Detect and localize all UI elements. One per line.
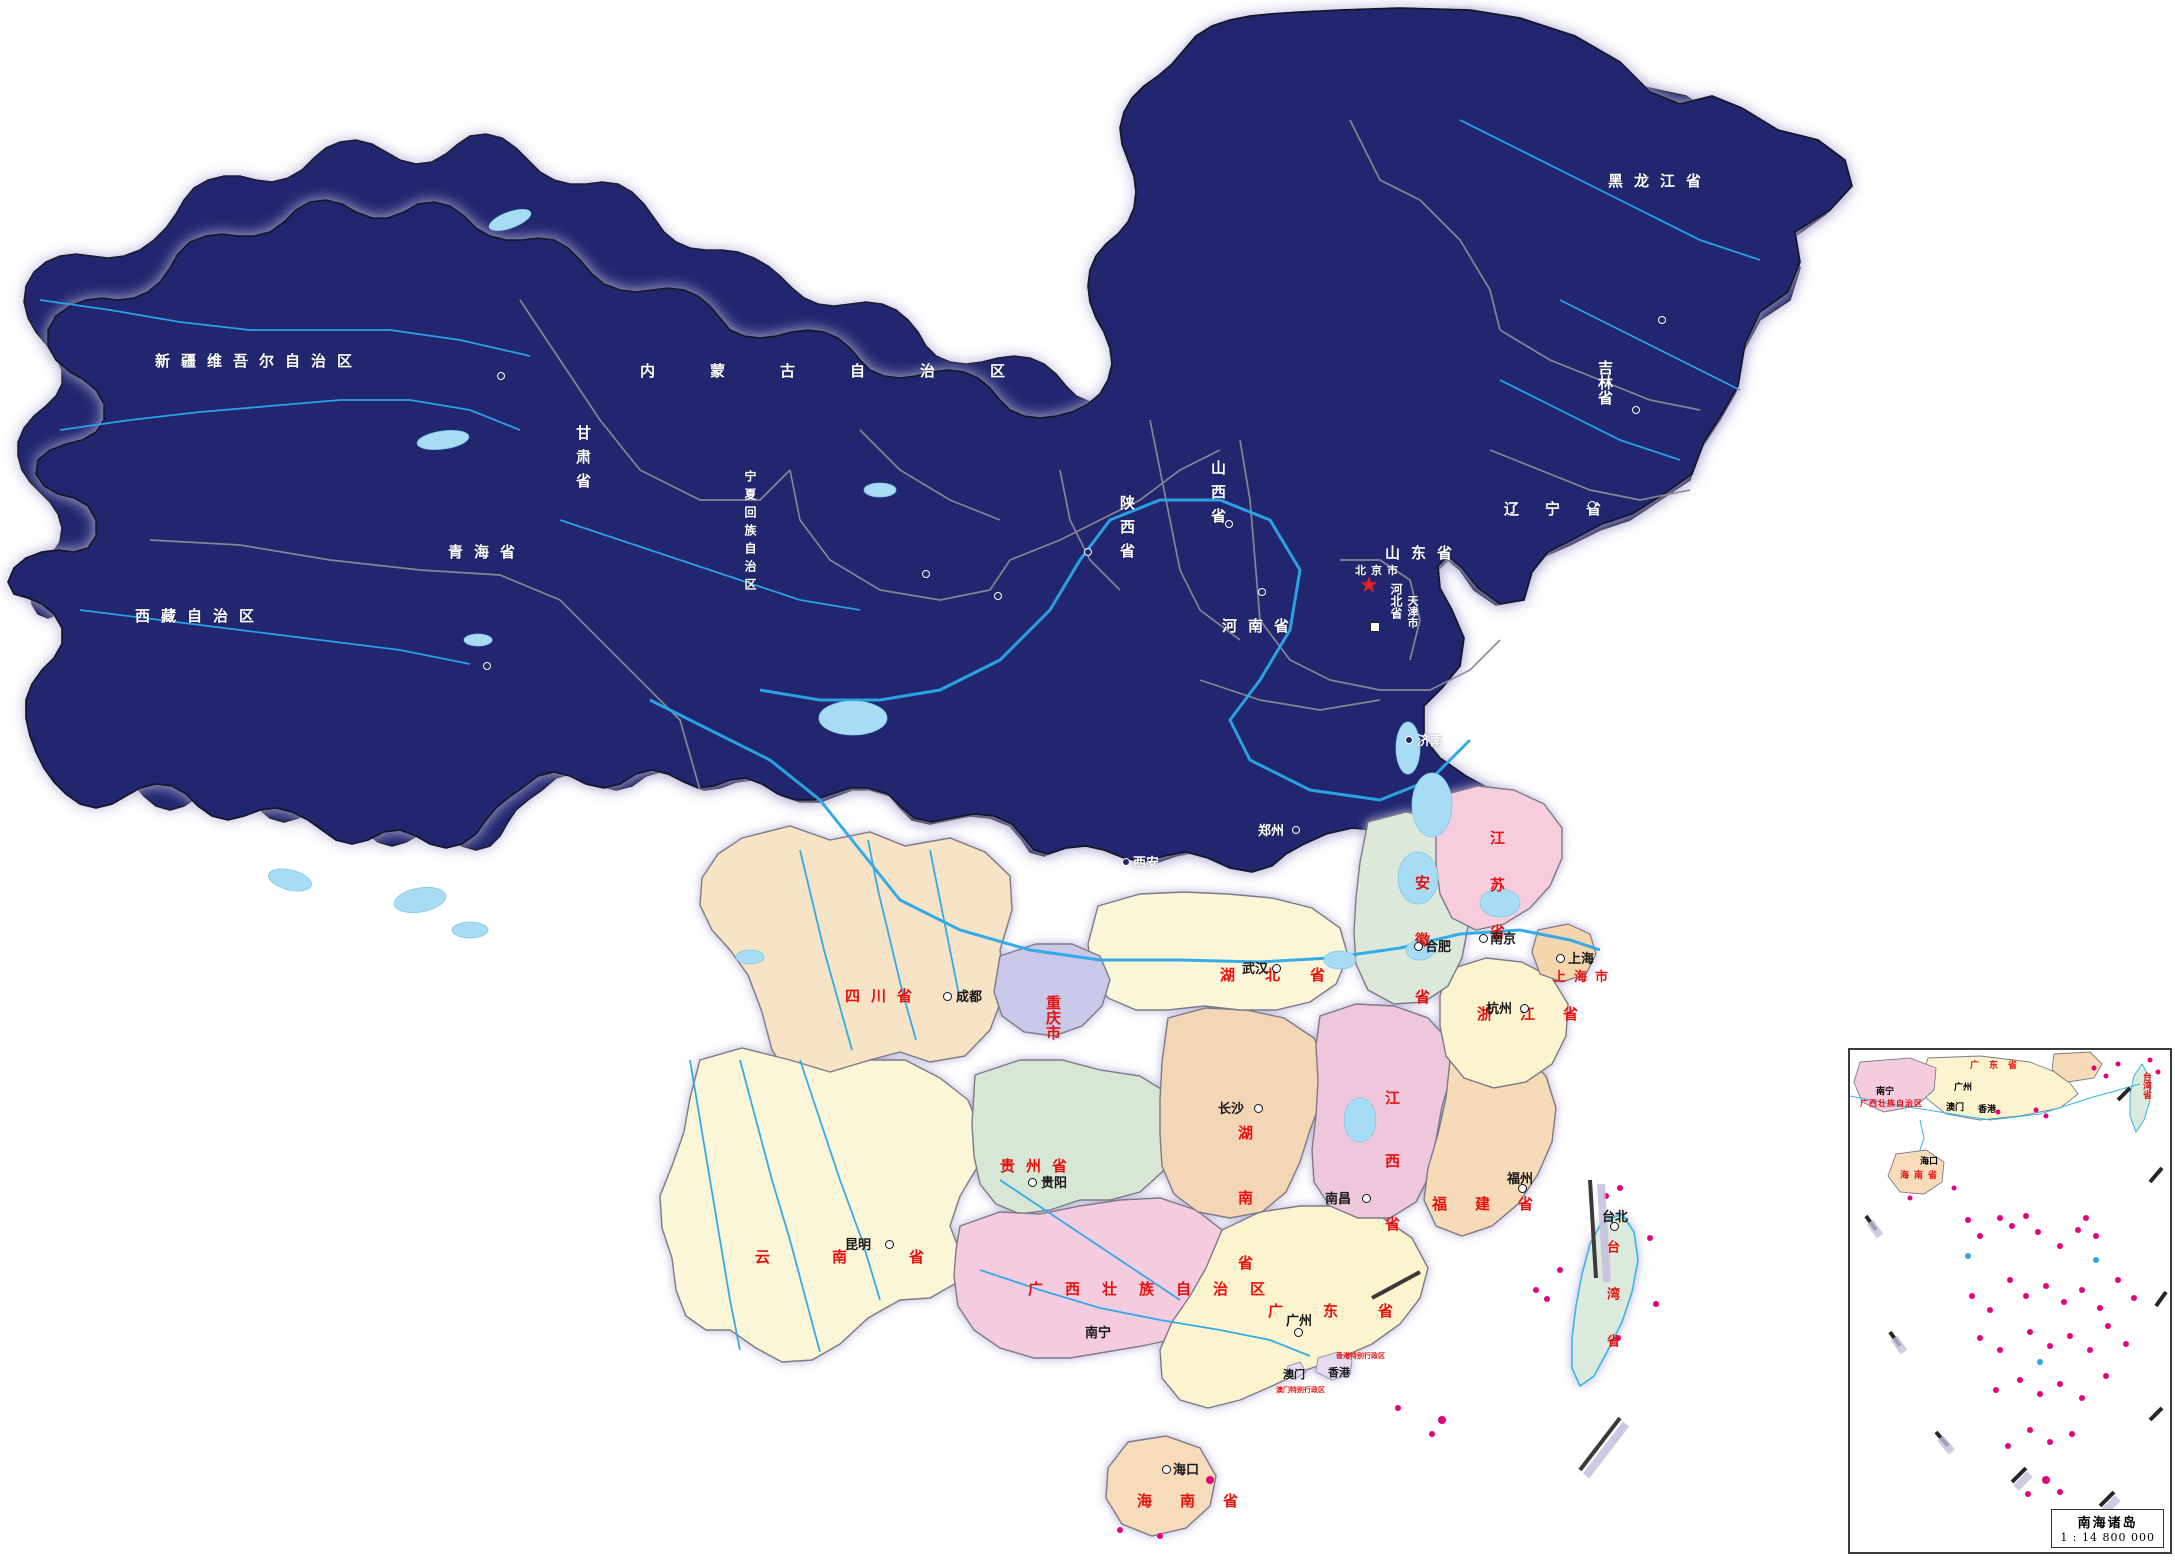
inset-scale-value: 1 : 14 800 000 [2060,1531,2155,1544]
inset-coast-lines [1850,1083,2141,1151]
city-dot-xining [922,570,930,578]
city-dot-zhengzhou [1292,826,1300,834]
inset-dash-shadow [1866,1219,2121,1515]
inset-svg [1850,1051,2168,1515]
china-mainland-dark [7,7,1853,873]
inset-scale-box: 南海诸岛 1 : 14 800 000 [2051,1509,2164,1548]
city-dot-guiyang [1028,1178,1037,1187]
inset-guangxi [1853,1057,1937,1113]
city-dot-yinchuan [1084,548,1092,556]
province-hubei [1087,891,1349,1011]
city-dot-hangzhou [1520,1004,1529,1013]
inset-islands [1907,1057,2161,1497]
city-square-shijiazhuang [1370,622,1380,632]
city-dot-xian [1122,858,1130,866]
city-dot-huhehaote [1225,520,1233,528]
city-dot-changsha [1254,1104,1263,1113]
light-provinces-group [659,785,1639,1537]
city-dot-haerbin [1658,316,1666,324]
rivers [39,119,1761,1357]
city-dot-fuzhou [1518,1184,1527,1193]
inset-fujian [2051,1051,2103,1083]
city-dot-jinan [1405,736,1413,744]
province-jiangxi [1311,1003,1453,1219]
inset-dash-lines [1864,1086,2168,1508]
city-dot-guangzhou [1294,1328,1303,1337]
province-taiwan [1571,1213,1639,1388]
province-zhejiang [1439,957,1569,1089]
maritime-dashes-shadow [1582,1183,1630,1479]
city-dot-hefei [1414,942,1423,951]
city-dot-lhasa [483,662,491,670]
city-dot-taipei [1610,1222,1619,1231]
coastline-islands [1117,1185,1659,1539]
city-dot-shenyang [1588,501,1596,509]
province-hainan [1105,1435,1217,1537]
province-chongqing [993,943,1111,1037]
city-dot-lanzhou [994,592,1002,600]
province-hunan [1159,1007,1327,1219]
province-shanghai [1531,923,1597,983]
maritime-dashes [1371,1179,1622,1472]
province-sichuan [699,825,1013,1091]
region-macau [1285,1361,1307,1379]
city-dot-taiyuan [1258,588,1266,596]
inset-taiwan [2129,1063,2151,1134]
city-dot-nanjing [1479,934,1488,943]
province-guizhou [971,1059,1187,1215]
city-dot-chengdu [943,992,952,1001]
province-yunnan [659,1047,981,1363]
city-dot-kunming [885,1240,894,1249]
city-dot-nanchang [1362,1194,1371,1203]
lakes [268,208,1521,1143]
city-dot-urumqi [497,372,505,380]
inset-hainan [1887,1149,1945,1195]
inset-scale-title: 南海诸岛 [2077,1516,2138,1531]
city-dot-shanghai [1556,954,1565,963]
inset-map-south-china-sea[interactable]: 广东省 广州 南宁 广西壮族自治区 澳门 香港 台湾省 海口 海南省 南海诸岛 … [1848,1048,2172,1554]
dark-bloc [7,7,1853,873]
capital-star-beijing: ★ [1359,573,1379,598]
city-dot-changchun [1632,406,1640,414]
internal-borders-dark [149,119,1701,791]
city-dot-haikou [1162,1465,1171,1474]
city-dot-wuhan [1272,964,1281,973]
region-hongkong [1315,1351,1353,1381]
